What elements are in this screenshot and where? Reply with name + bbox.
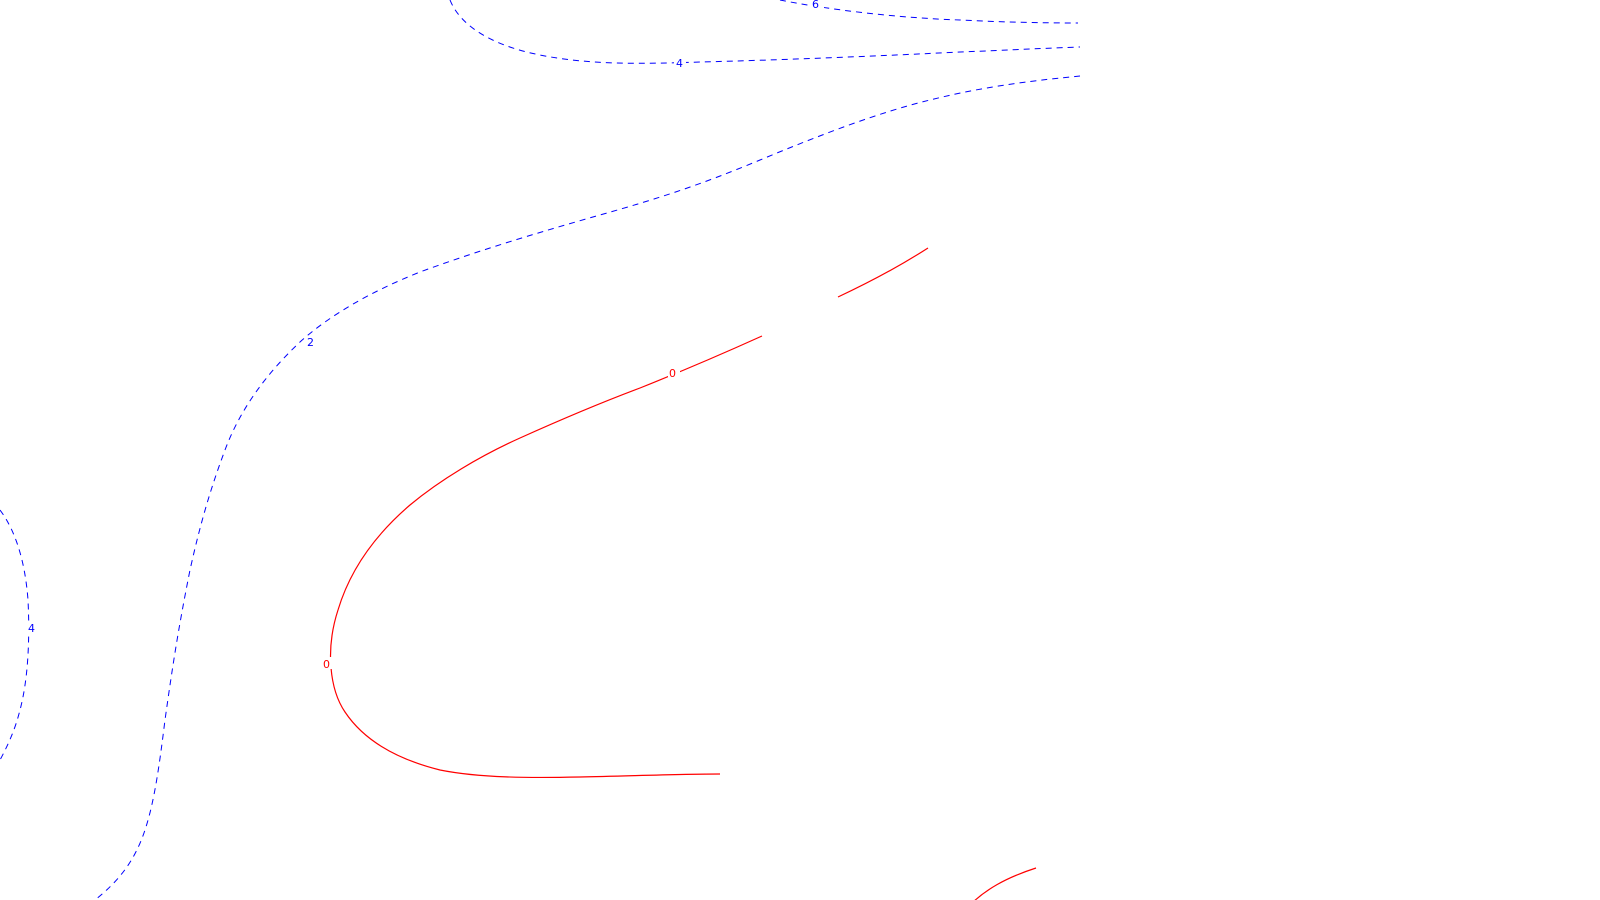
contour-label-4-left: 4 [28,622,35,635]
contour-label-2: 2 [307,336,314,349]
contour-label-4-top: 4 [676,57,683,70]
contour-label-6: 6 [812,0,819,11]
contour-line-2 [94,75,1081,900]
zero-contour-main [329,335,763,779]
contour-labels: 6 4 2 4 0 0 [26,0,824,671]
zero-contour-upper-fragment [837,247,929,298]
contour-line-6 [779,0,1079,24]
zero-label-left: 0 [323,658,330,671]
zero-contour-lower-fragment [974,867,1037,900]
contour-line-4-left [0,509,30,761]
negative-contours [0,0,1081,900]
contour-line-4-top [449,0,1081,64]
zero-contours [329,247,1037,900]
zero-label-upper: 0 [669,367,676,380]
